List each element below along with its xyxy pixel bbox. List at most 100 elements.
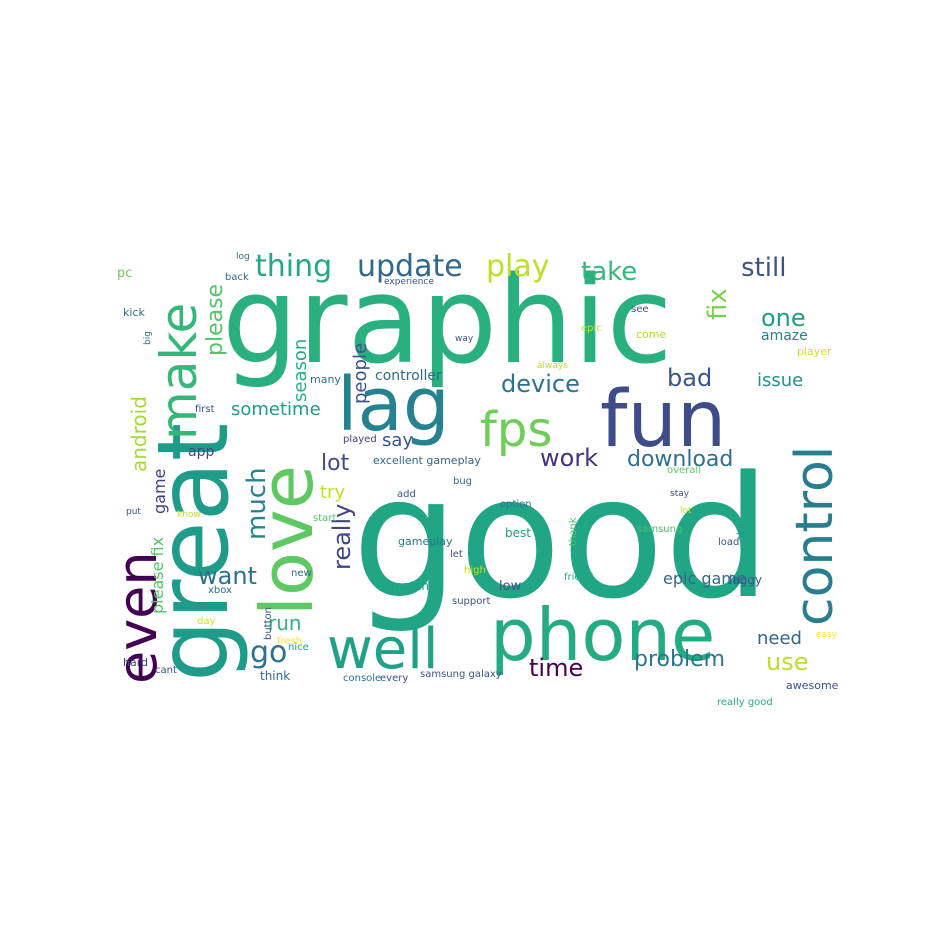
word-console: console [343,673,381,684]
word-device: device [501,370,580,398]
word-time: time [529,654,583,682]
word-first: first [195,404,215,415]
word-samsung-galaxy: samsung galaxy [420,669,502,680]
word-controller: controller [375,368,442,384]
word-love: love [245,465,329,616]
word-android: android [127,396,151,472]
word-kick: kick [123,306,145,319]
word-say: say [382,430,413,451]
word-graphic: graphic [222,252,673,391]
word-people: people [350,343,371,404]
word-start: start [313,513,336,524]
word-thank: thank [568,517,579,546]
word-friend: friend [564,572,593,583]
word-hard: hard [123,656,148,669]
word-lag: lag [337,362,450,448]
word-one: one [761,304,806,332]
word-option: option [500,499,532,510]
word-think: think [260,669,290,683]
word-control: control [785,446,845,626]
word-player: player [797,345,832,358]
word-want: want [198,562,257,590]
word-problem: problem [634,647,725,672]
word-support: support [452,596,490,607]
word-fix: fix [703,288,733,320]
word-stay: stay [670,489,690,499]
word-put: put [126,507,141,517]
word-always: always [537,361,568,371]
word-easy: easy [816,630,838,640]
word-pc: pc [117,266,132,281]
word-download: download [627,447,733,472]
word-update: update [357,249,463,284]
word-skin: skin [736,520,747,540]
word-great: great [137,423,251,682]
word-day: day [197,616,215,627]
word-amaze: amaze [761,328,808,344]
word-way: way [455,334,474,344]
word-big: big [143,331,153,345]
word-match: match [391,579,429,593]
word-fps: fps [480,402,552,458]
word-new: new [291,568,312,579]
word-season: season [290,339,311,402]
word-go: go [250,635,287,670]
word-phone: phone [490,593,715,677]
word-come: come [636,328,666,341]
word-samsung: samsung [637,524,682,535]
word-lot: lot [321,451,350,476]
word-really: really [328,504,356,570]
word-run: run [268,611,302,635]
word-still: still [741,253,786,283]
word-sometime: sometime [231,399,321,420]
word-really-good: really good [717,697,773,708]
word-let: let [450,549,463,560]
word-work: work [540,444,598,472]
word-low: low [499,579,522,594]
word-take: take [581,257,637,287]
word-laggy: laggy [729,573,762,587]
word-epic-game: epic game [663,569,747,588]
word-played: played [343,434,377,445]
word-lot: lot [680,506,692,516]
word-overall: overall [667,465,701,476]
word-xbox: xbox [208,585,232,596]
word-epic: epic [581,323,602,334]
word-cant: cant [155,665,177,676]
word-back: back [225,272,249,283]
word-play: play [486,249,550,284]
word-thing: thing [255,249,332,284]
word-much: much [242,467,272,540]
word-issue: issue [757,370,803,391]
word-awesome: awesome [786,679,839,692]
word-excellent-gameplay: excellent gameplay [373,454,481,467]
word-bad: bad [667,364,712,392]
word-use: use [766,648,808,676]
word-even: even [106,551,169,684]
word-log: log [236,252,250,262]
word-see: see [631,304,649,315]
word-please-fix: please fix [148,537,167,614]
word-try: try [320,482,345,503]
word-app: app [188,444,214,460]
word-fun: fun [600,375,726,465]
word-experience: experience [384,277,434,287]
word-many: many [310,373,341,386]
word-good: good [352,440,771,636]
word-bug: bug [453,476,472,487]
word-make: make [150,303,208,440]
word-need: need [757,628,802,649]
word-gameplay: gameplay [398,535,453,548]
word-add: add [397,489,416,500]
word-well: well [327,617,438,682]
word-every: every [380,673,408,684]
word-game: game [150,469,169,514]
word-fresh: fresh [277,636,302,647]
word-nice: nice [288,642,309,653]
word-load: load [718,537,739,548]
word-please: please [203,284,228,356]
word-best: best [505,526,531,540]
word-high: high [464,565,486,576]
